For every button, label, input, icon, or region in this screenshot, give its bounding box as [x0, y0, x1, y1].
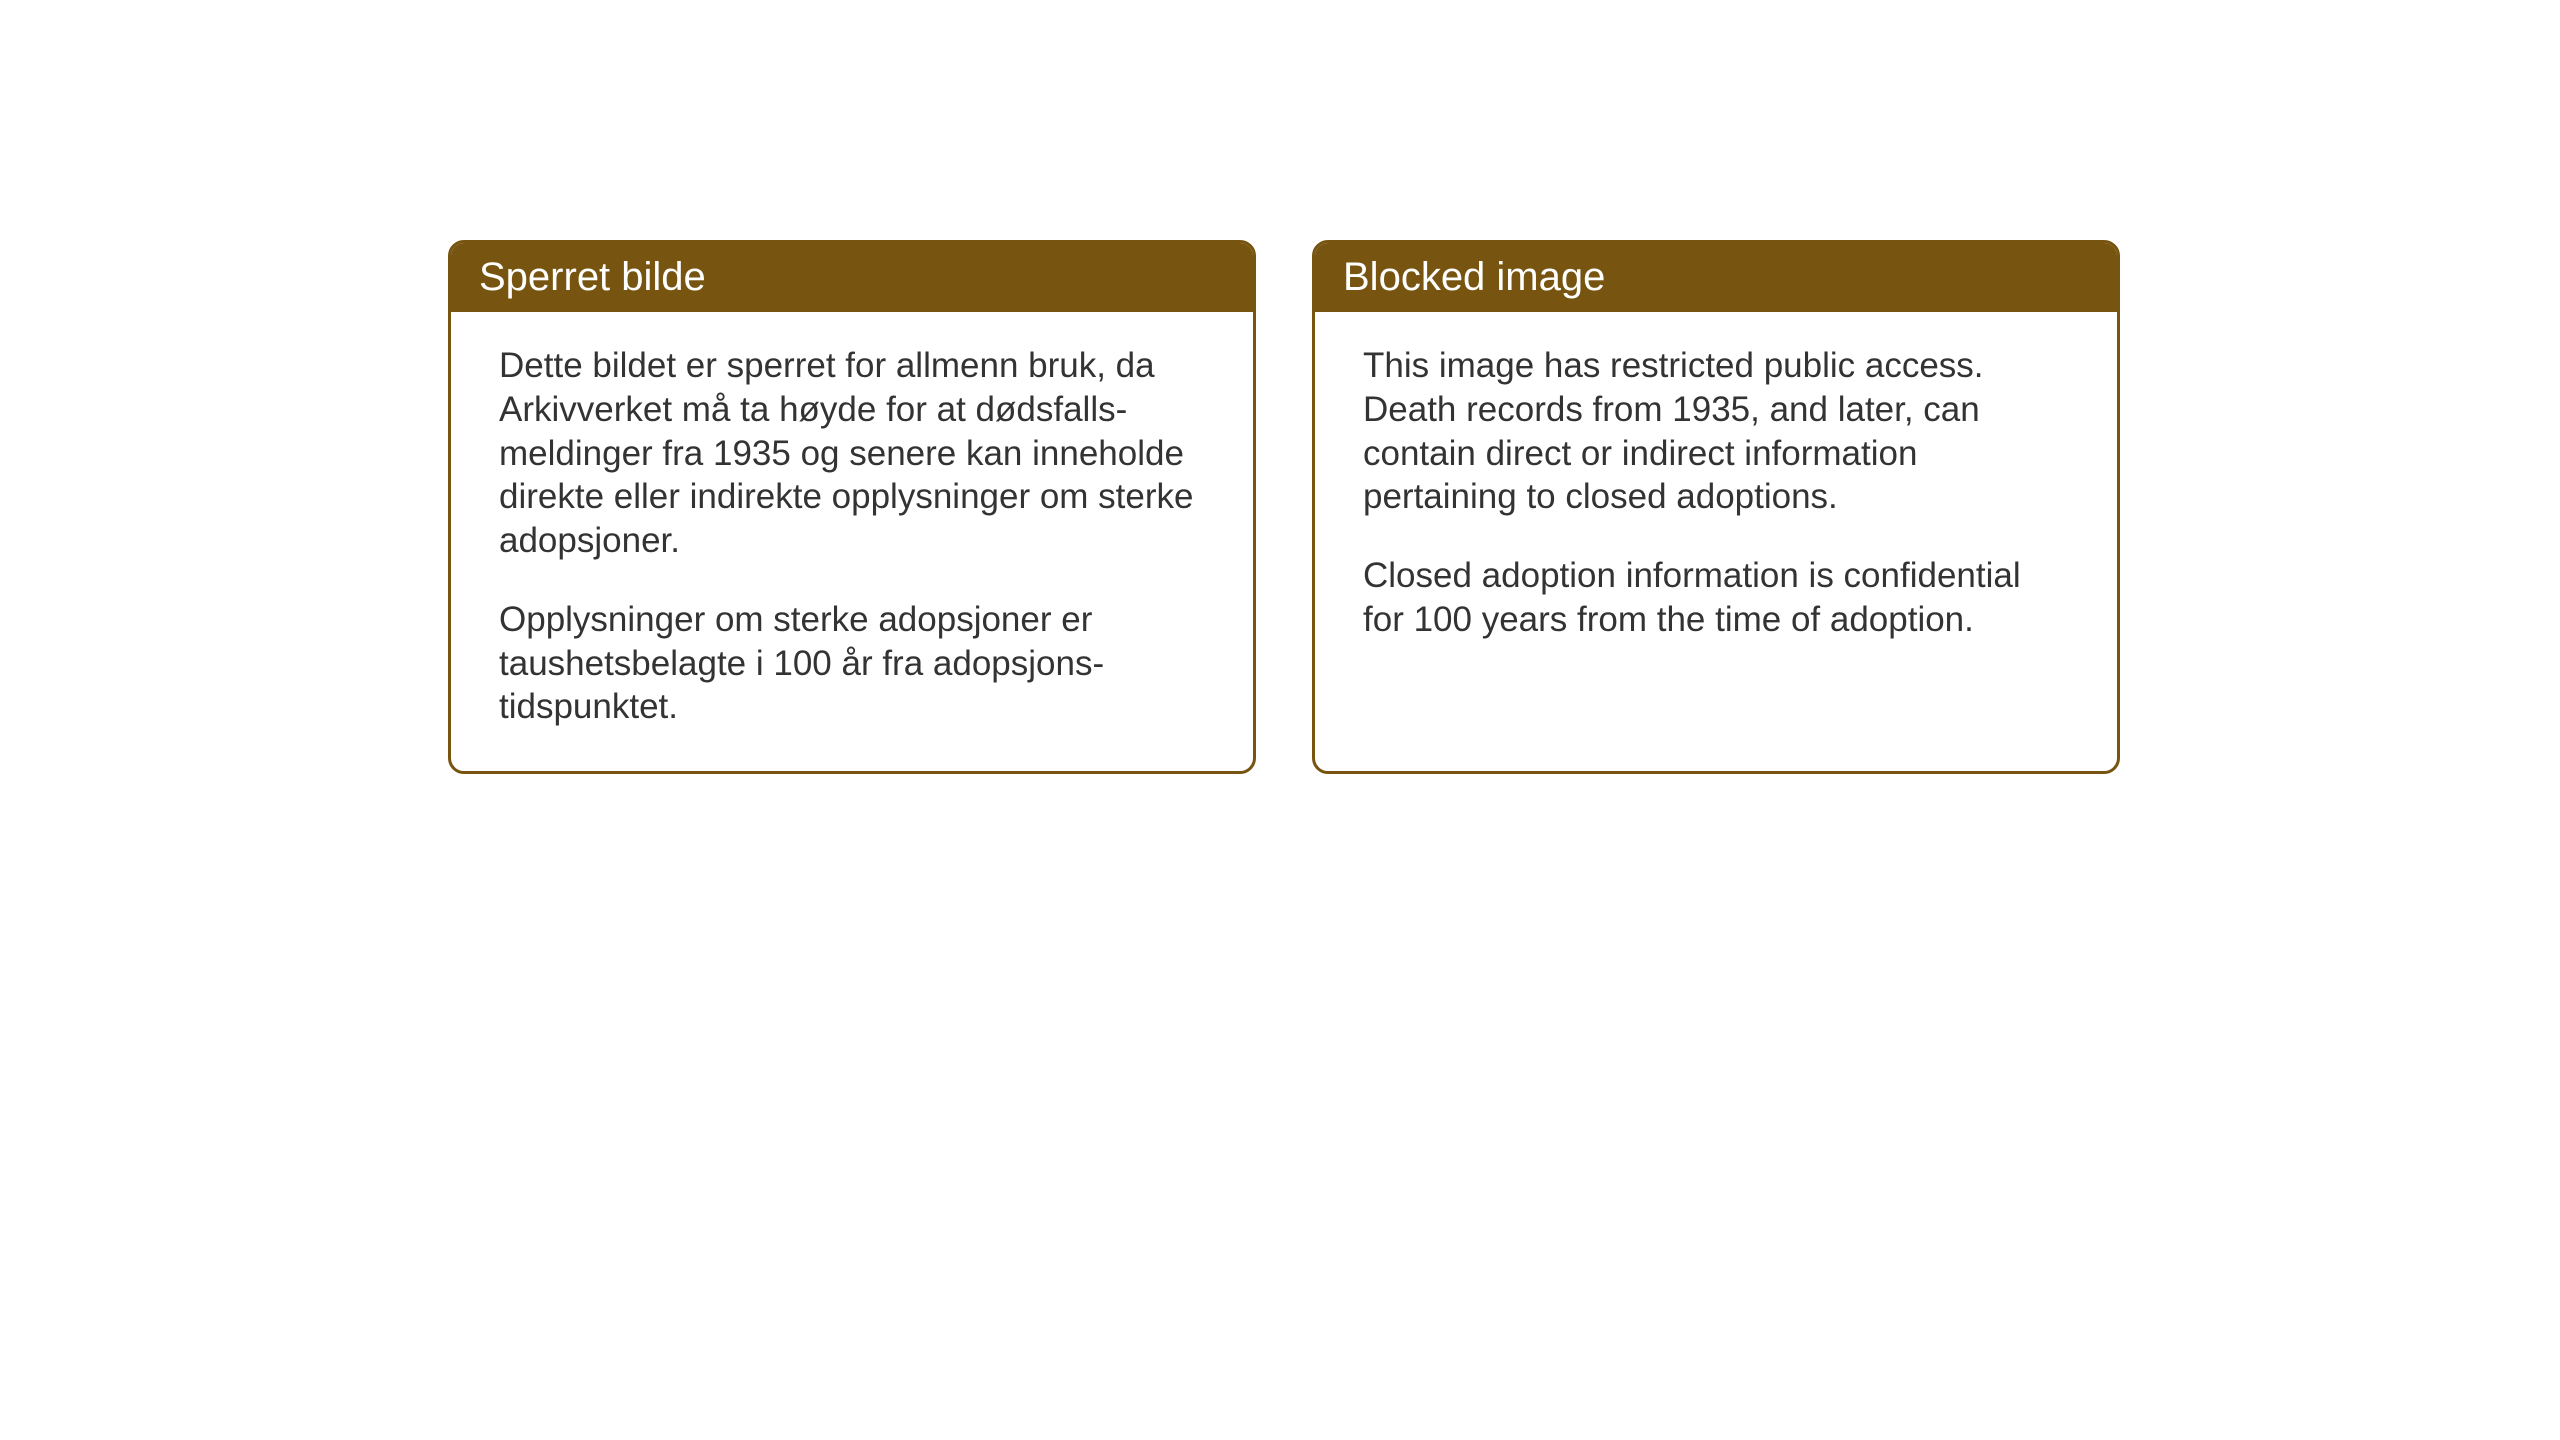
- card-header-norwegian: Sperret bilde: [451, 243, 1253, 312]
- card-body-norwegian: Dette bildet er sperret for allmenn bruk…: [451, 312, 1253, 771]
- cards-container: Sperret bilde Dette bildet er sperret fo…: [448, 240, 2120, 774]
- card-header-english: Blocked image: [1315, 243, 2117, 312]
- card-body-english: This image has restricted public access.…: [1315, 312, 2117, 684]
- card-paragraph-1-norwegian: Dette bildet er sperret for allmenn bruk…: [499, 344, 1205, 563]
- card-paragraph-1-english: This image has restricted public access.…: [1363, 344, 2069, 519]
- blocked-image-card-english: Blocked image This image has restricted …: [1312, 240, 2120, 774]
- card-title-english: Blocked image: [1343, 255, 1605, 299]
- card-paragraph-2-norwegian: Opplysninger om sterke adopsjoner er tau…: [499, 598, 1205, 729]
- card-paragraph-2-english: Closed adoption information is confident…: [1363, 554, 2069, 642]
- card-title-norwegian: Sperret bilde: [479, 255, 706, 299]
- blocked-image-card-norwegian: Sperret bilde Dette bildet er sperret fo…: [448, 240, 1256, 774]
